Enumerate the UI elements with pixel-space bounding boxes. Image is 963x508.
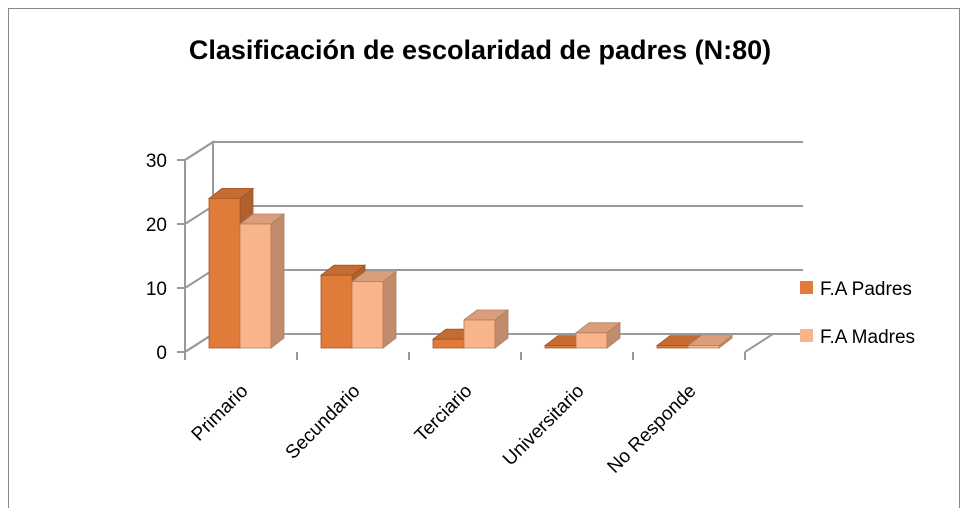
- grid-line: [184, 141, 803, 161]
- bar-front: [463, 319, 496, 349]
- bar-front: [239, 223, 272, 349]
- bar: [238, 213, 286, 349]
- bar-side: [382, 270, 397, 349]
- x-tick-label: No Responde: [604, 381, 701, 478]
- x-tick-label: Primario: [188, 381, 253, 446]
- bar-front: [656, 345, 689, 349]
- bar: [350, 270, 398, 349]
- bar: [686, 334, 734, 349]
- x-tick-label: Secundario: [282, 381, 365, 464]
- x-tick-label: Universitario: [499, 381, 589, 471]
- y-tick-label: 20: [146, 215, 167, 236]
- legend-swatch: [800, 329, 813, 342]
- y-tick-label: 0: [156, 343, 167, 364]
- bar-front: [432, 338, 465, 349]
- legend-label: F.A Padres: [820, 279, 912, 300]
- bar-side: [270, 213, 285, 349]
- y-tick-label: 30: [146, 151, 167, 172]
- bar-front: [544, 345, 577, 349]
- y-tick-label: 10: [146, 279, 167, 300]
- bar-front: [575, 332, 608, 349]
- bar-front: [351, 281, 384, 349]
- chart-frame: [8, 8, 960, 508]
- bar: [574, 321, 622, 349]
- legend-swatch: [800, 281, 813, 294]
- chart-title: Clasificación de escolaridad de padres (…: [188, 35, 772, 65]
- legend-label: F.A Madres: [820, 327, 915, 348]
- x-tick-label: Terciario: [411, 381, 477, 447]
- bar: [462, 309, 510, 349]
- bar-front: [687, 345, 720, 349]
- bar-front: [208, 197, 241, 349]
- bar-front: [320, 274, 353, 349]
